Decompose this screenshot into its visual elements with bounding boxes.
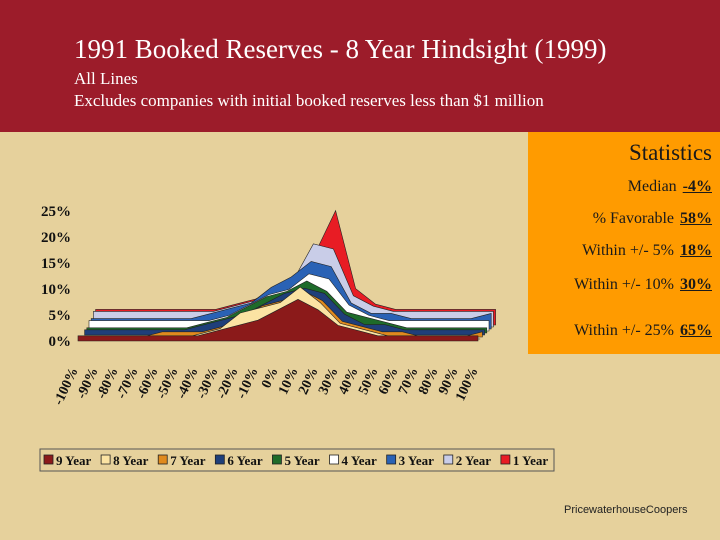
legend-swatch: [443, 454, 454, 465]
y-tick-label: 5%: [49, 308, 72, 324]
legend-label: 7 Year: [170, 453, 205, 468]
legend-label: 3 Year: [399, 453, 434, 468]
legend-label: 2 Year: [456, 453, 491, 468]
axis-layer: 0%5%10%15%20%25%-100%-90%-80%-70%-60%-50…: [41, 204, 482, 408]
stat-value: 30%: [680, 276, 712, 293]
legend-label: 5 Year: [284, 453, 319, 468]
legend-swatch: [100, 454, 111, 465]
y-tick-label: 25%: [41, 204, 71, 220]
legend-layer: 9 Year 8 Year 7 Year 6 Year 5 Year 4 Year 3 Ye…: [39, 448, 555, 472]
y-tick-label: 15%: [41, 256, 71, 272]
legend-swatch: [386, 454, 397, 465]
stat-row-within-10: Within +/- 10% 30%: [574, 276, 712, 294]
stat-label: Median: [627, 178, 677, 195]
legend-swatch: [157, 454, 168, 465]
legend-swatch: [272, 454, 282, 465]
legend-label: 1 Year: [513, 453, 548, 468]
stat-row-favorable: % Favorable 58%: [593, 210, 712, 228]
legend-label: 9 Year: [56, 453, 91, 468]
legend-swatch: [43, 454, 54, 465]
legend-label: 4 Year: [342, 453, 377, 468]
stat-value: -4%: [682, 178, 712, 195]
stat-row-median: Median -4%: [628, 178, 712, 196]
stat-row-within-25: Within +/- 25% 65%: [574, 322, 712, 340]
series-area-9-year: [77, 299, 479, 342]
stat-value: 18%: [680, 242, 712, 259]
legend-swatch: [214, 454, 225, 465]
legend-box: [39, 448, 555, 472]
stat-value: 65%: [680, 322, 712, 339]
stat-row-within-5: Within +/- 5% 18%: [582, 242, 712, 260]
y-tick-label: 10%: [41, 282, 71, 298]
stat-label: Within +/- 25%: [574, 322, 674, 339]
stat-label: Within +/- 5%: [582, 242, 674, 259]
legend-label: 8 Year: [113, 453, 148, 468]
legend-swatch: [500, 454, 511, 465]
statistics-title: Statistics: [628, 140, 712, 165]
statistics-panel: Statistics Median -4% % Favorable 58% With…: [528, 132, 720, 354]
stat-label: % Favorable: [592, 210, 674, 227]
header-banner: 1991 Booked Reserves - 8 Year Hindsight …: [0, 0, 720, 132]
stat-value: 58%: [680, 210, 712, 227]
page-title: 1991 Booked Reserves - 8 Year Hindsight …: [74, 34, 607, 64]
legend-swatch: [329, 454, 339, 465]
x-tick-label: -100%: [51, 365, 81, 407]
legend-label: 6 Year: [227, 453, 262, 468]
plot-layer: [77, 209, 496, 342]
stat-label: Within +/- 10%: [574, 276, 674, 293]
subtitle-exclusion: Excludes companies with initial booked r…: [74, 91, 544, 110]
y-tick-label: 0%: [49, 334, 72, 350]
y-tick-label: 20%: [41, 230, 71, 246]
footer-brand: PricewaterhouseCoopers: [564, 504, 688, 516]
subtitle-lines: All Lines: [74, 69, 138, 88]
